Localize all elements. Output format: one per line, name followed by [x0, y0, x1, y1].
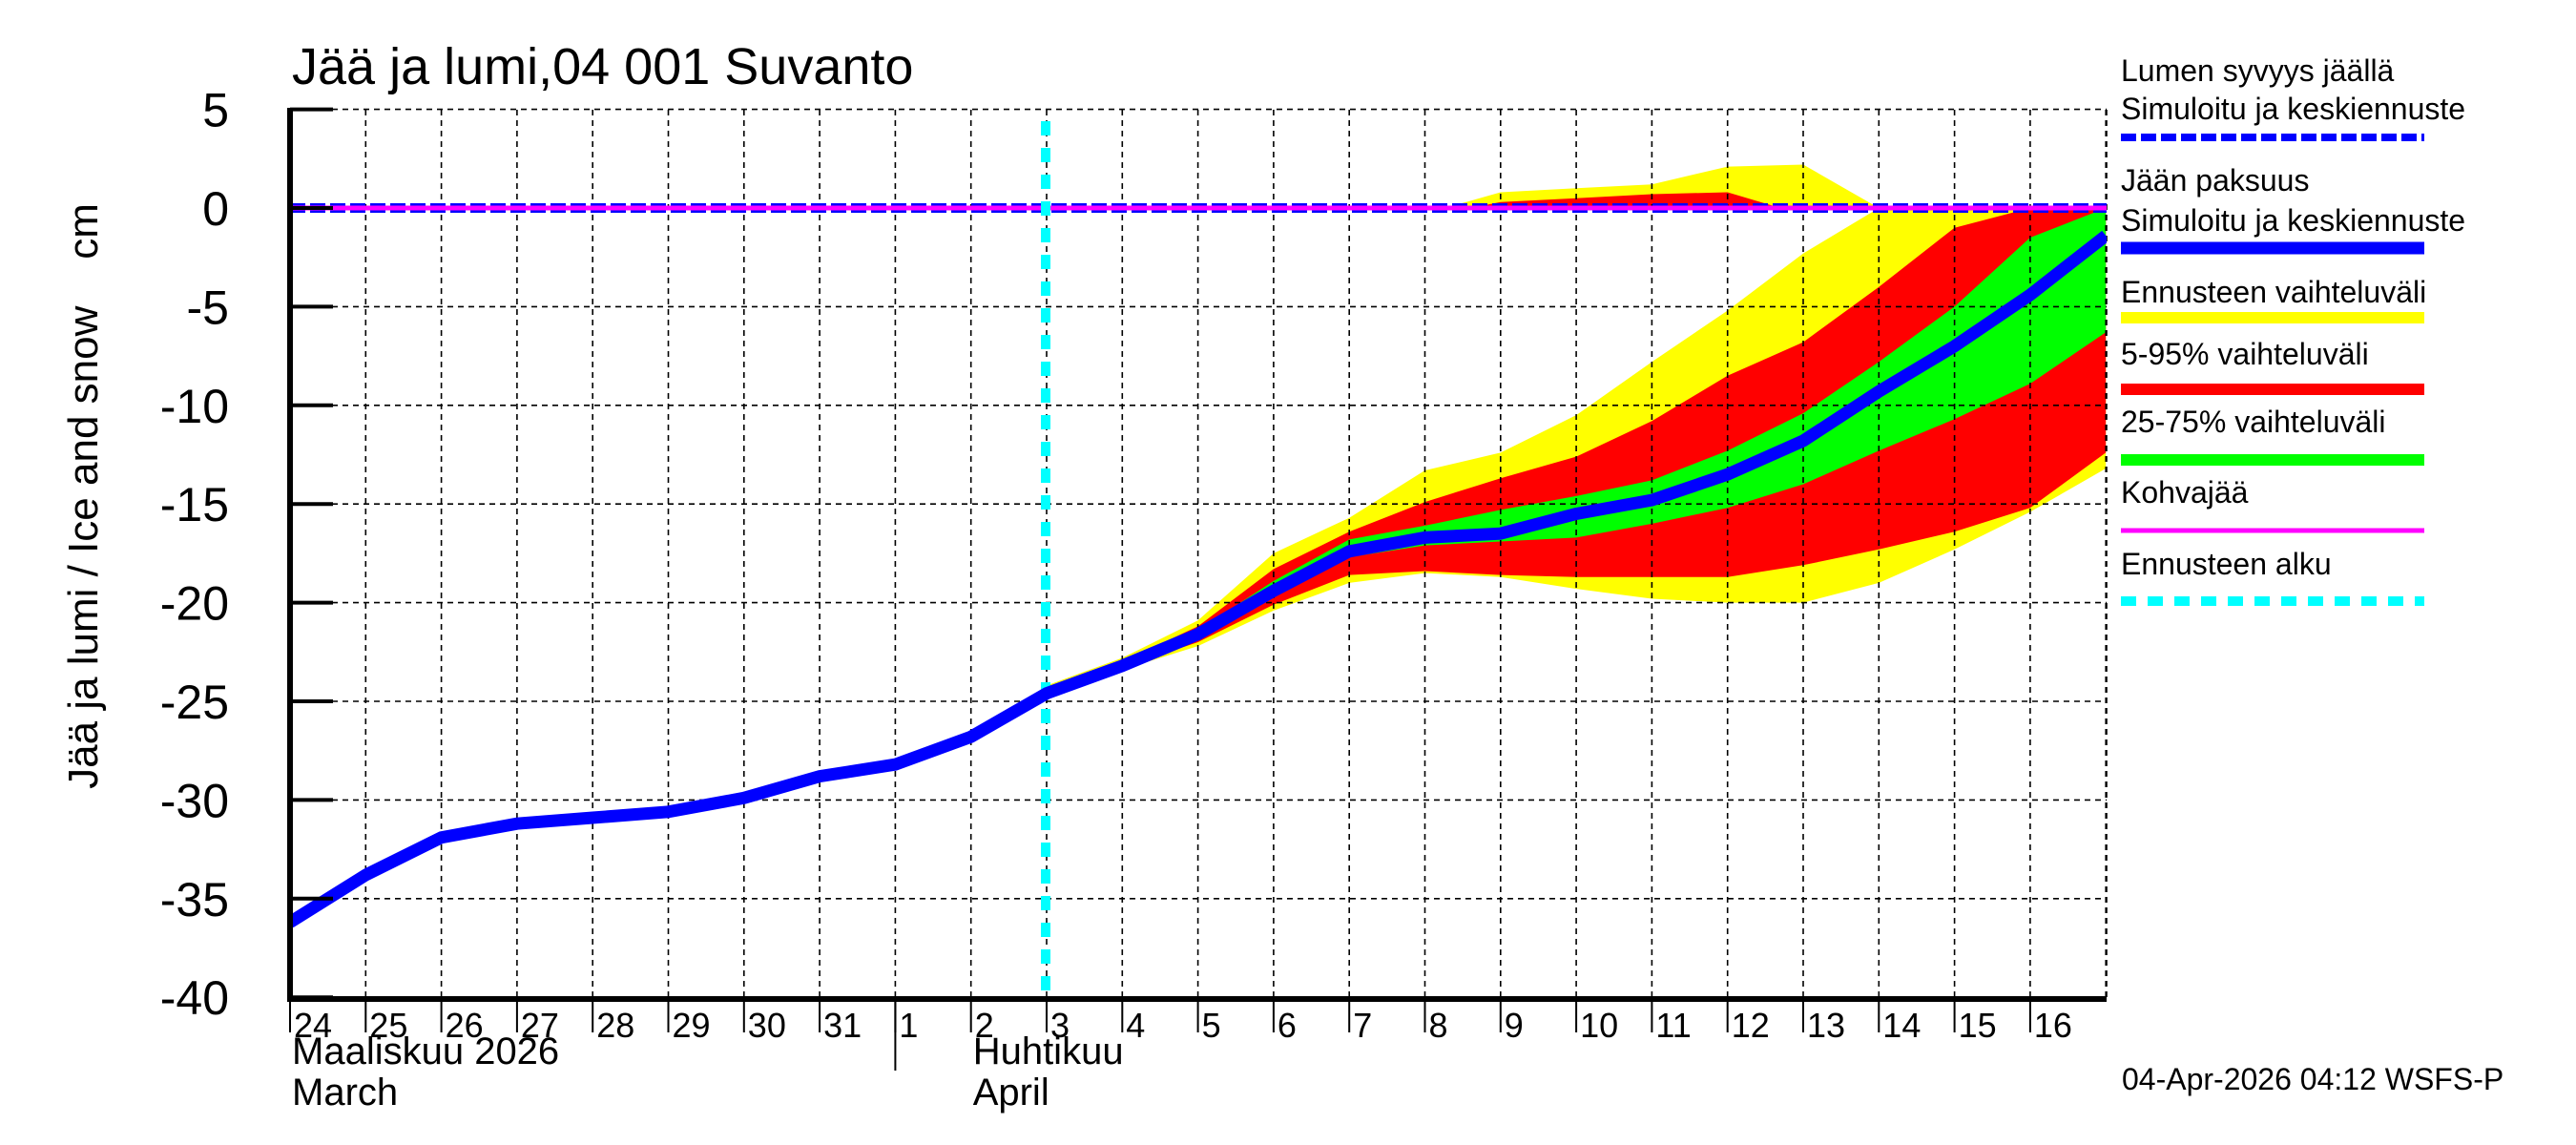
chart-title: Jää ja lumi,04 001 Suvanto — [292, 38, 913, 95]
x-tick-label: 24 — [294, 1006, 332, 1045]
x-tick-label: 14 — [1882, 1006, 1921, 1045]
legend: Lumen syvyys jäällä Simuloitu ja keskienn… — [2121, 53, 2465, 606]
x-tick-label: 5 — [1202, 1006, 1221, 1045]
x-tick-label: 9 — [1505, 1006, 1524, 1045]
x-tick-label: 12 — [1732, 1006, 1770, 1045]
x-tick-label: 27 — [521, 1006, 559, 1045]
x-tick-label: 7 — [1353, 1006, 1372, 1045]
y-tick-label: -35 — [160, 873, 229, 926]
month-label-en: March — [292, 1072, 398, 1114]
x-tick-label: 31 — [823, 1006, 862, 1045]
x-tick-label: 6 — [1278, 1006, 1297, 1045]
legend-label: Simuloitu ja keskiennuste — [2121, 92, 2465, 126]
month-label-en: April — [973, 1072, 1049, 1114]
x-tick-label: 13 — [1807, 1006, 1845, 1045]
x-tick-label: 16 — [2034, 1006, 2072, 1045]
ice-thickness-line — [290, 230, 2107, 928]
x-tick-label: 29 — [673, 1006, 711, 1045]
y-tick-label: 0 — [202, 182, 229, 236]
x-tick-label: 3 — [1050, 1006, 1070, 1045]
y-tick-label: -30 — [160, 774, 229, 827]
x-tick-label: 25 — [369, 1006, 407, 1045]
x-tick-label: 10 — [1580, 1006, 1618, 1045]
y-tick-label: -25 — [160, 676, 229, 729]
y-tick-label: -40 — [160, 971, 229, 1025]
x-tick-label: 30 — [748, 1006, 786, 1045]
x-tick-label: 28 — [596, 1006, 634, 1045]
y-tick-label: -5 — [187, 281, 229, 334]
y-axis-label: Jää ja lumi / Ice and snow cm — [60, 203, 107, 789]
x-axis-ticks: 24 25 26 27 28 29 30 31 1 2 3 4 5 6 7 8 9 10 11 12 13 14 15 16 — [289, 999, 2072, 1071]
x-tick-label: 1 — [899, 1006, 918, 1045]
legend-label: Lumen syvyys jäällä — [2121, 53, 2395, 88]
x-tick-label: 8 — [1429, 1006, 1448, 1045]
x-tick-label: 2 — [975, 1006, 994, 1045]
legend-label: Simuloitu ja keskiennuste — [2121, 203, 2465, 238]
legend-label: Ennusteen vaihteluväli — [2121, 275, 2426, 309]
x-tick-label: 15 — [1959, 1006, 1997, 1045]
y-axis-label-group: Jää ja lumi / Ice and snow cm — [60, 203, 107, 789]
month-label-fi: Huhtikuu — [973, 1030, 1124, 1072]
y-tick-label: 5 — [202, 84, 229, 137]
legend-label: 25-75% vaihteluväli — [2121, 405, 2386, 439]
y-tick-label: -10 — [160, 380, 229, 433]
y-tick-label: -15 — [160, 478, 229, 531]
y-axis-ticks: 5 0 -5 -10 -15 -20 -25 -30 -35 -40 — [160, 84, 333, 1025]
snow-range-yellow-band — [1444, 164, 1880, 208]
legend-label: Kohvajää — [2121, 475, 2249, 510]
timestamp-footer: 04-Apr-2026 04:12 WSFS-P — [2122, 1062, 2503, 1096]
y-tick-label: -20 — [160, 577, 229, 631]
legend-label: Ennusteen alku — [2121, 547, 2332, 581]
x-tick-label: 26 — [446, 1006, 484, 1045]
legend-label: Jään paksuus — [2121, 163, 2309, 198]
x-tick-label: 11 — [1655, 1006, 1691, 1045]
data-lines — [290, 121, 2107, 999]
legend-label: 5-95% vaihteluväli — [2121, 337, 2369, 371]
x-tick-label: 4 — [1126, 1006, 1145, 1045]
month-label-fi: Maaliskuu 2026 — [292, 1030, 559, 1072]
